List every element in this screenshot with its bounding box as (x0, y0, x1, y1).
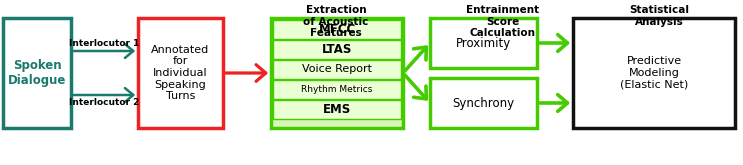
Text: Entrainment
Score
Calculation: Entrainment Score Calculation (467, 5, 539, 38)
Text: Proximity: Proximity (456, 36, 511, 50)
Bar (573, 18, 735, 128)
Text: LTAS: LTAS (322, 43, 352, 56)
Text: Interlocutor 2: Interlocutor 2 (69, 98, 140, 107)
Text: Voice Report: Voice Report (302, 65, 372, 75)
Text: MFCC: MFCC (318, 23, 356, 36)
Bar (430, 78, 537, 128)
Bar (273, 40, 401, 59)
Text: Synchrony: Synchrony (452, 97, 515, 110)
Text: Statistical
Analysis: Statistical Analysis (629, 5, 689, 27)
Text: Rhythm Metrics: Rhythm Metrics (302, 85, 373, 94)
Text: Annotated
for
Individual
Speaking
Turns: Annotated for Individual Speaking Turns (152, 45, 210, 101)
Text: Extraction
of Acoustic
Features: Extraction of Acoustic Features (303, 5, 369, 38)
Bar (273, 20, 401, 39)
Bar (273, 100, 401, 119)
Text: Spoken
Dialogue: Spoken Dialogue (8, 59, 66, 87)
Text: Predictive
Modeling
(Elastic Net): Predictive Modeling (Elastic Net) (620, 56, 688, 90)
Bar (138, 18, 223, 128)
Text: EMS: EMS (323, 103, 351, 116)
Text: Interlocutor 1: Interlocutor 1 (69, 39, 140, 48)
Bar (3, 18, 71, 128)
Bar (271, 18, 403, 128)
Bar (273, 80, 401, 99)
Bar (273, 60, 401, 79)
Bar (430, 18, 537, 68)
